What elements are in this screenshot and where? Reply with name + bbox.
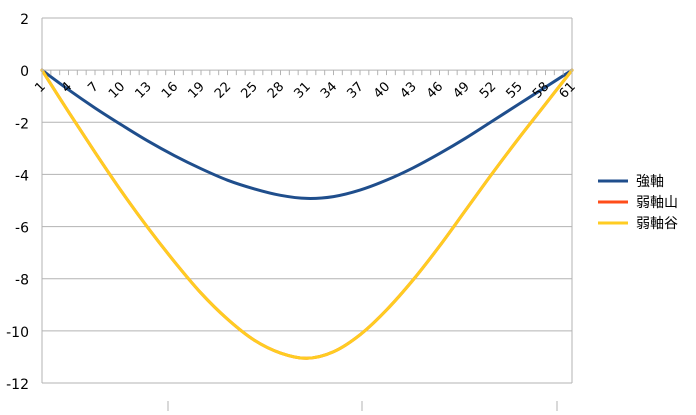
y-tick-label: 0 xyxy=(20,64,29,80)
y-tick-label: -10 xyxy=(6,325,29,341)
x-tick-label: 10 xyxy=(106,79,128,101)
x-tick-label: 16 xyxy=(159,79,181,101)
axis-layer: 20-2-4-6-8-10-121 4 7 10 13 16 19 22 25 28 31 34 37 4… xyxy=(6,12,579,411)
series-line-weak-axis-valley xyxy=(40,68,574,360)
legend-label: 強軸 xyxy=(636,174,664,190)
y-tick-label: -12 xyxy=(6,377,29,393)
x-tick-label: 19 xyxy=(186,79,208,101)
legend-label: 弱軸山 xyxy=(636,195,678,211)
x-tick-label: 34 xyxy=(318,79,340,101)
x-tick-label: 25 xyxy=(239,79,261,101)
x-tick-label: 55 xyxy=(504,79,526,101)
x-tick-label: 43 xyxy=(398,79,420,101)
series-layer xyxy=(40,68,574,360)
x-tick-label: 28 xyxy=(265,79,287,101)
series-line-weak-axis-peak xyxy=(40,68,574,360)
grid-layer xyxy=(42,17,572,384)
y-tick-label: -2 xyxy=(15,116,29,132)
legend-label: 弱軸谷 xyxy=(636,216,678,232)
y-tick-label: -6 xyxy=(15,221,29,237)
y-tick-label: 2 xyxy=(20,12,29,28)
y-tick-label: -8 xyxy=(15,273,29,289)
x-tick-label: 31 xyxy=(292,79,314,101)
x-tick-label: 22 xyxy=(212,79,234,101)
x-tick-label: 52 xyxy=(477,79,499,101)
y-tick-label: -4 xyxy=(15,168,29,184)
x-tick-label: 49 xyxy=(451,79,473,101)
x-tick-label: 46 xyxy=(424,79,446,101)
x-tick-label: 13 xyxy=(133,79,155,101)
x-tick-label: 37 xyxy=(345,79,367,101)
series-line-strong-axis xyxy=(40,68,574,200)
x-tick-label: 7 xyxy=(85,79,101,95)
x-tick-label: 61 xyxy=(557,79,579,101)
x-tick-label: 1 xyxy=(32,79,48,95)
x-tick-label: 40 xyxy=(371,79,393,101)
